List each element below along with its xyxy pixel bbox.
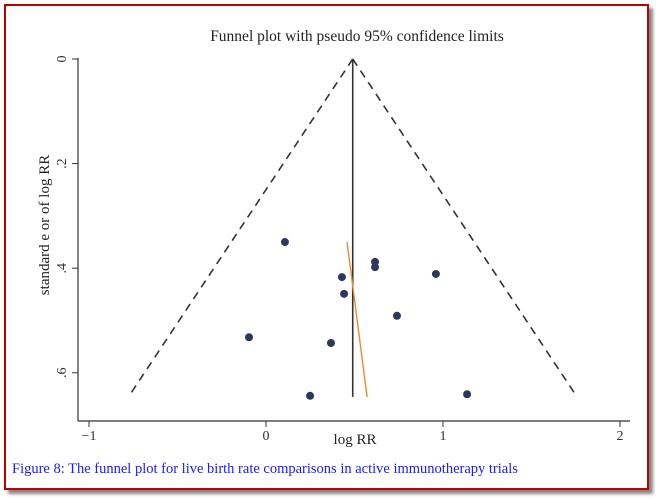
study-point [392, 311, 401, 320]
y-tick-label: .2 [55, 158, 70, 169]
x-tick-label: 0 [263, 429, 270, 444]
study-point [326, 338, 335, 347]
study-point [337, 273, 346, 282]
upper-confidence-limit [352, 58, 578, 398]
figure-caption: Figure 8: The funnel plot for live birth… [12, 461, 518, 477]
y-tick-label: .6 [55, 368, 70, 379]
study-point [340, 289, 349, 298]
figure-frame [4, 4, 649, 490]
lower-confidence-limit [127, 58, 354, 398]
study-point [431, 269, 440, 278]
study-point [280, 238, 289, 247]
regression-line [346, 241, 368, 397]
y-axis-label: standard e or of log RR [37, 155, 53, 295]
x-tick-label: 1 [440, 429, 447, 444]
study-point [371, 263, 380, 272]
chart-title: Funnel plot with pseudo 95% confidence l… [210, 28, 504, 45]
y-tick-label: 0 [55, 56, 70, 63]
study-point [306, 391, 315, 400]
x-axis-label: log RR [334, 432, 377, 448]
study-point [245, 333, 254, 342]
x-tick-label: −1 [82, 429, 97, 444]
y-tick-label: .4 [55, 263, 70, 274]
x-tick-label: 2 [617, 429, 624, 444]
study-point [463, 390, 472, 399]
